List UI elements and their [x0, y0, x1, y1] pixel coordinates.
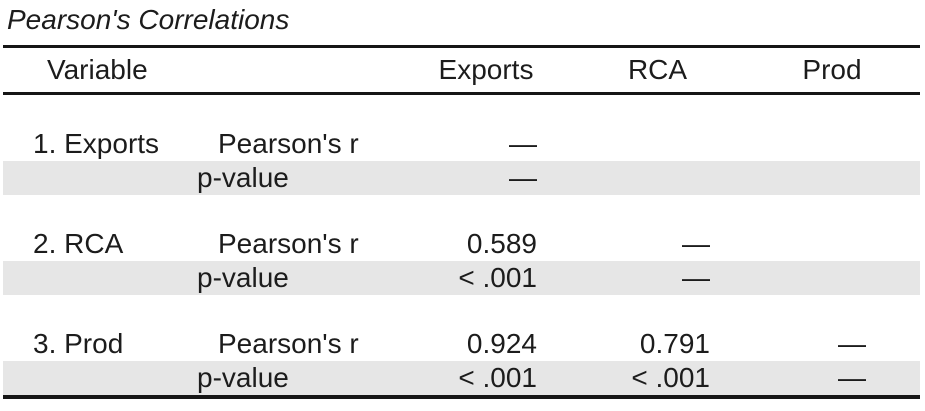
table-title: Pearson's Correlations [7, 4, 290, 35]
table-group-exports: 1. Exports Pearson's r — p-value — [3, 95, 920, 195]
cell-rca: 0.791 [639, 328, 710, 359]
cell-exports: — [509, 128, 537, 159]
stat-label: Pearson's r [218, 328, 359, 359]
table-group-prod: 3. Prod Pearson's r 0.924 0.791 — p-valu… [3, 295, 920, 395]
cell-exports: 0.589 [466, 228, 537, 259]
stat-label: p-value [197, 262, 289, 293]
header-exports: Exports [438, 54, 534, 85]
table-row: p-value < .001 — [3, 261, 920, 295]
cell-exports: 0.924 [466, 328, 537, 359]
cell-rca: — [682, 262, 710, 293]
header-rule [3, 92, 920, 95]
table-header-row: Variable Exports RCA Prod [3, 48, 920, 92]
header-prod: Prod [802, 54, 862, 85]
cell-exports: < .001 [458, 362, 537, 393]
cell-prod: — [838, 362, 866, 393]
table-row: 3. Prod Pearson's r 0.924 0.791 — [3, 327, 920, 361]
table-row: p-value < .001 < .001 — [3, 361, 920, 395]
variable-label: 3. Prod [33, 328, 124, 359]
header-variable: Variable [47, 54, 148, 85]
cell-exports: — [509, 162, 537, 193]
cell-prod: — [838, 328, 866, 359]
stat-label: Pearson's r [218, 128, 359, 159]
cell-rca: < .001 [631, 362, 710, 393]
cell-exports: < .001 [458, 262, 537, 293]
stat-label: Pearson's r [218, 228, 359, 259]
bottom-rule [3, 395, 920, 399]
table-row: p-value — [3, 161, 920, 195]
pearsons-correlations-table: Variable Exports RCA Prod 1. Exports Pea… [3, 45, 920, 399]
stat-label: p-value [197, 362, 289, 393]
table-row: 2. RCA Pearson's r 0.589 — [3, 227, 920, 261]
table-row: 1. Exports Pearson's r — [3, 127, 920, 161]
cell-rca: — [682, 228, 710, 259]
header-rca: RCA [627, 54, 688, 85]
stat-label: p-value [197, 162, 289, 193]
top-rule [3, 45, 920, 48]
table-group-rca: 2. RCA Pearson's r 0.589 — p-value < .00… [3, 195, 920, 295]
variable-label: 1. Exports [33, 128, 160, 159]
variable-label: 2. RCA [33, 228, 124, 259]
